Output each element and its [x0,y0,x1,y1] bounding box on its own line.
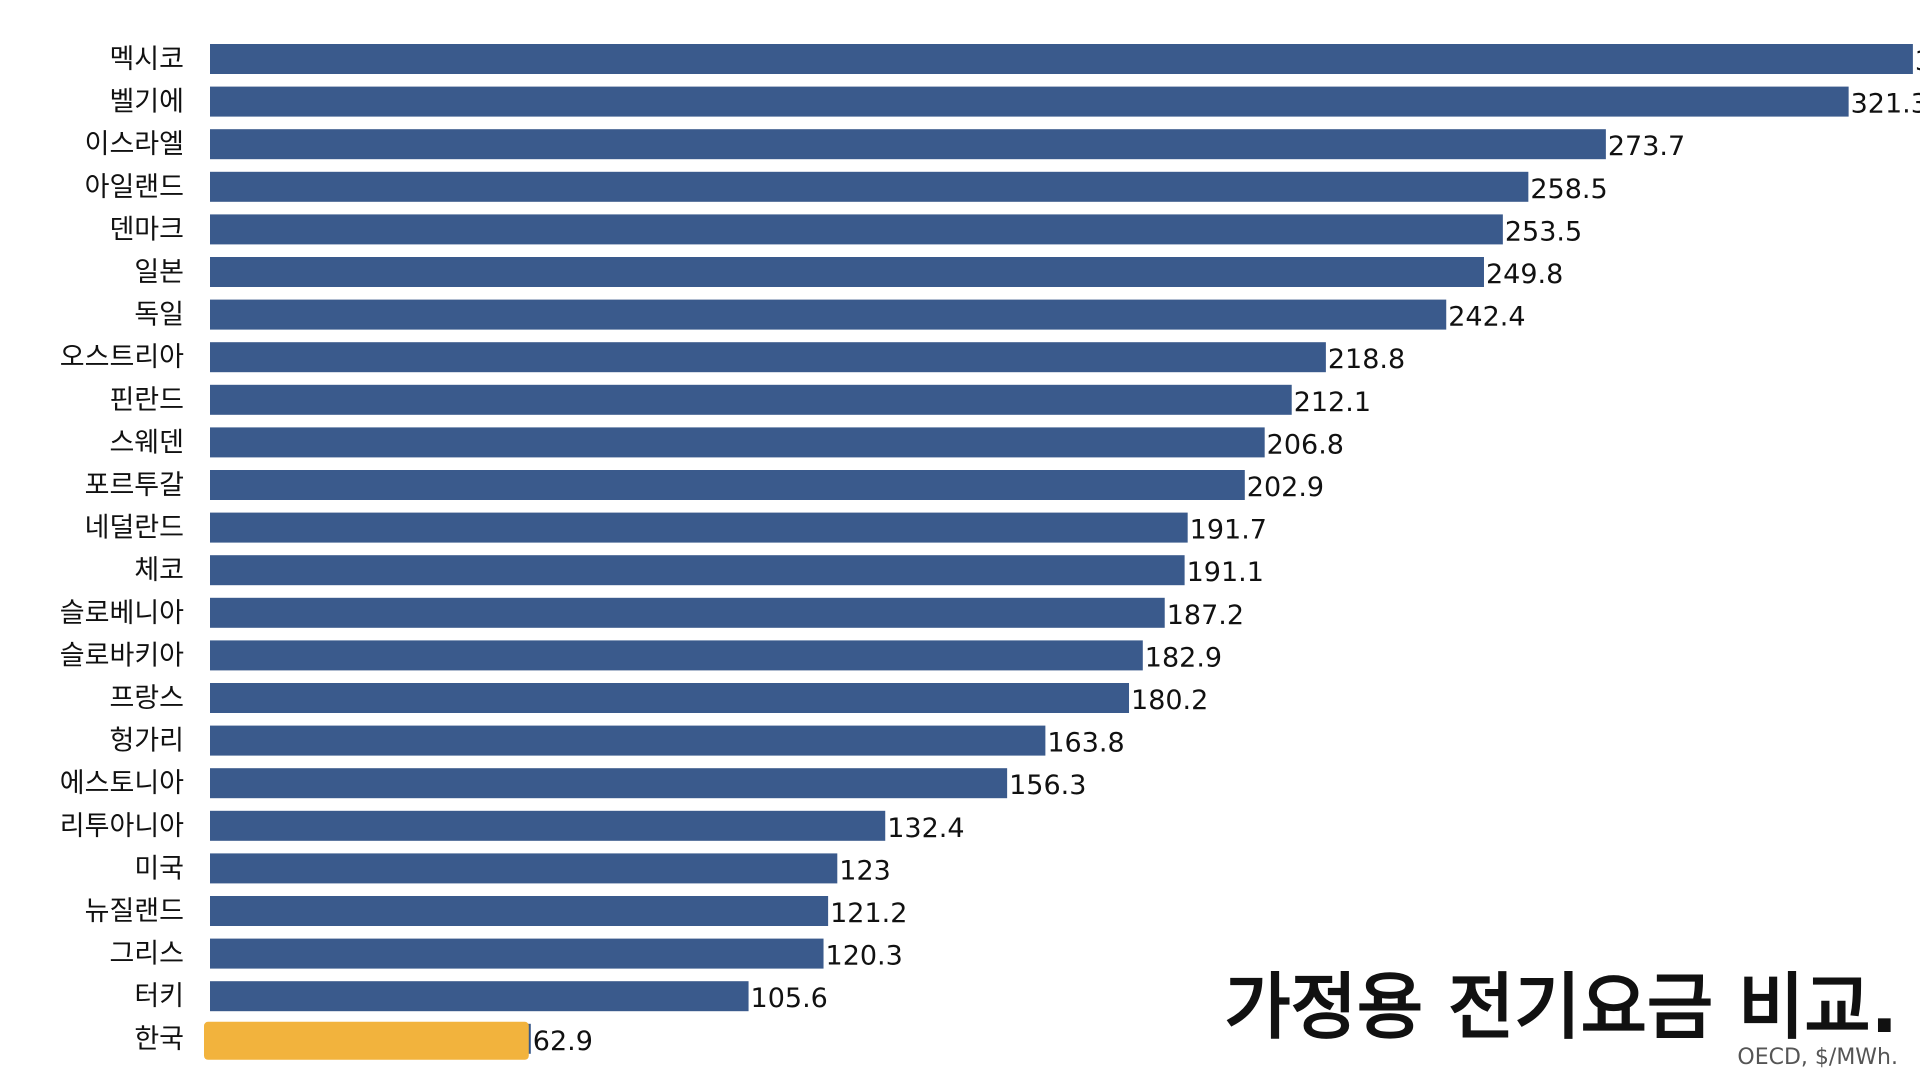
bar-20 [210,853,838,884]
category-label: 네덜란드 [85,513,184,544]
value-label: 333.9 [1915,46,1920,77]
value-label: 132.4 [887,813,964,844]
value-label: 182.9 [1145,642,1222,673]
bar-15 [210,640,1143,671]
value-label: 258.5 [1530,174,1607,205]
category-label: 슬로바키아 [60,640,184,671]
value-label: 191.7 [1190,515,1267,546]
bar-10 [210,427,1265,458]
value-label: 242.4 [1448,302,1525,333]
category-label: 터키 [134,981,184,1012]
value-label: 273.7 [1608,131,1685,162]
bar-19 [210,810,886,841]
category-label: 헝가리 [109,726,184,757]
value-label: 202.9 [1247,472,1324,503]
value-label: 120.3 [826,941,903,972]
value-label: 187.2 [1167,600,1244,631]
category-label: 아일랜드 [85,172,184,203]
value-label: 212.1 [1294,387,1371,418]
value-label: 191.1 [1187,557,1264,588]
bar-8 [210,342,1326,373]
bar-1 [210,44,1913,74]
value-label: 163.8 [1047,728,1124,759]
value-label: 123 [839,855,891,886]
bar-6 [210,257,1484,287]
value-label: 180.2 [1131,685,1208,716]
bar-17 [210,725,1046,756]
category-label: 프랑스 [109,683,184,714]
category-label: 이스라엘 [85,129,184,160]
category-label: 벨기에 [109,87,184,118]
category-label: 핀란드 [109,385,184,416]
bar-14 [210,597,1165,628]
category-label: 독일 [134,300,184,331]
value-label: 105.6 [751,983,828,1014]
value-label: 218.8 [1328,344,1405,375]
category-label: 한국 [134,1024,184,1055]
bar-9 [210,384,1292,415]
bar-23 [210,981,749,1012]
category-label: 체코 [134,555,184,586]
bar-13 [210,555,1185,586]
bar-18 [210,768,1008,799]
category-label: 미국 [134,853,184,884]
bar-16 [210,683,1130,713]
value-label: 156.3 [1009,770,1086,801]
category-label: 리투아니아 [60,811,184,842]
bar-7 [210,299,1447,330]
value-label: 121.2 [830,898,907,929]
value-label: 206.8 [1267,429,1344,460]
value-label: 62.9 [533,1026,593,1057]
category-label: 슬로베니아 [60,598,184,629]
chart-source: OECD, $/MWh. [1737,1045,1898,1070]
category-label: 그리스 [109,939,184,970]
bar-22 [210,938,824,969]
category-label: 오스트리아 [60,342,184,373]
chart-title: 가정용 전기요금 비교. [1224,965,1898,1049]
category-label: 덴마크 [109,214,184,245]
category-label: 스웨덴 [109,427,184,458]
value-label: 249.8 [1486,259,1563,290]
bar-12 [210,512,1188,543]
bar-21 [210,896,829,926]
value-label: 253.5 [1505,216,1582,247]
highlight-marker [204,1021,529,1060]
bar-11 [210,470,1245,500]
category-label: 포르투갈 [85,470,184,501]
category-label: 일본 [134,257,184,288]
category-label: 뉴질랜드 [85,896,184,927]
category-label: 에스토니아 [60,768,184,799]
bar-4 [210,171,1529,202]
category-label: 멕시코 [109,44,184,75]
bar-2 [210,86,1849,117]
bar-3 [210,129,1606,160]
bar-5 [210,214,1503,245]
value-label: 321.3 [1851,89,1920,120]
